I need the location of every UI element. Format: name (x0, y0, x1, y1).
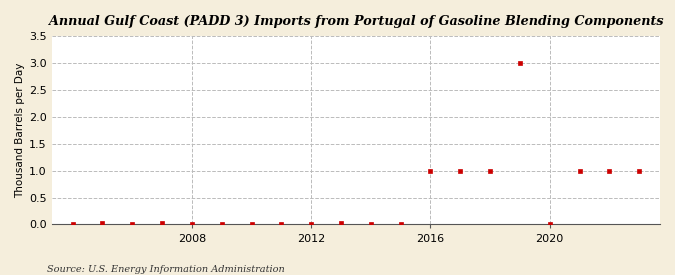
Y-axis label: Thousand Barrels per Day: Thousand Barrels per Day (15, 63, 25, 198)
Text: Source: U.S. Energy Information Administration: Source: U.S. Energy Information Administ… (47, 265, 285, 274)
Title: Annual Gulf Coast (PADD 3) Imports from Portugal of Gasoline Blending Components: Annual Gulf Coast (PADD 3) Imports from … (49, 15, 663, 28)
